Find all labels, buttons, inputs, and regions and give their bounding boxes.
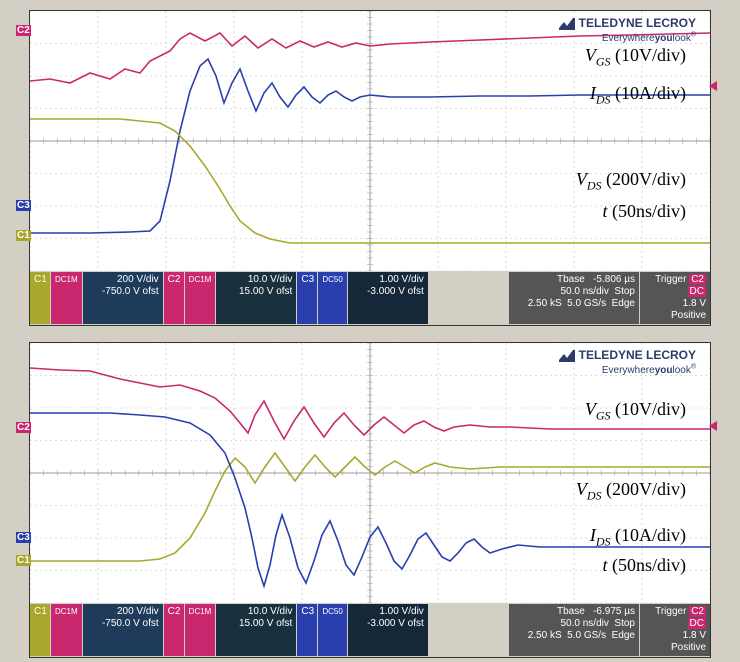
channel-scale: 1.00 V/div-3.000 V ofst (348, 272, 428, 324)
channel-coupling: DC1M (185, 604, 216, 656)
channel-marker: C1 (16, 555, 31, 566)
channel-scale: 10.0 V/div15.00 V ofst (216, 604, 296, 656)
channel-scale: 200 V/div-750.0 V ofst (83, 272, 163, 324)
channel-coupling: DC50 (318, 604, 346, 656)
channel-scale: 1.00 V/div-3.000 V ofst (348, 604, 428, 656)
trigger-marker-icon (709, 418, 717, 436)
channel-scale: 200 V/div-750.0 V ofst (83, 604, 163, 656)
channel-coupling: DC50 (318, 272, 346, 324)
channel-marker: C1 (16, 230, 31, 241)
trigger-info: Trigger C2 DC1.8 VPositive (640, 604, 710, 656)
channel-marker: C3 (16, 532, 31, 543)
plot-area: TELEDYNE LECROYEverywhereyoulook®VGS (10… (30, 343, 710, 603)
channel-coupling: DC1M (185, 272, 216, 324)
trigger-marker-icon (709, 78, 717, 96)
channel-label: C1 (30, 604, 50, 656)
channel-coupling: DC1M (51, 272, 82, 324)
trigger-info: Trigger C2 DC1.8 VPositive (640, 272, 710, 324)
oscilloscope-bottom: TELEDYNE LECROYEverywhereyoulook®VGS (10… (29, 342, 711, 658)
channel-scale: 10.0 V/div15.00 V ofst (216, 272, 296, 324)
channel-label: C2 (164, 604, 184, 656)
channel-label: C3 (297, 272, 317, 324)
channel-bar: C1DC1M200 V/div-750.0 V ofstC2DC1M10.0 V… (30, 603, 710, 657)
channel-marker: C3 (16, 200, 31, 211)
channel-coupling: DC1M (51, 604, 82, 656)
channel-label: C1 (30, 272, 50, 324)
channel-bar: C1DC1M200 V/div-750.0 V ofstC2DC1M10.0 V… (30, 271, 710, 325)
channel-label: C2 (164, 272, 184, 324)
oscilloscope-top: TELEDYNE LECROYEverywhereyoulook®VGS (10… (29, 10, 711, 326)
channel-label: C3 (297, 604, 317, 656)
timebase-info: Tbase -6.975 µs50.0 ns/div Stop2.50 kS 5… (509, 604, 639, 656)
timebase-info: Tbase -5.806 µs50.0 ns/div Stop2.50 kS 5… (509, 272, 639, 324)
plot-area: TELEDYNE LECROYEverywhereyoulook®VGS (10… (30, 11, 710, 271)
channel-marker: C2 (16, 25, 31, 36)
channel-marker: C2 (16, 422, 31, 433)
